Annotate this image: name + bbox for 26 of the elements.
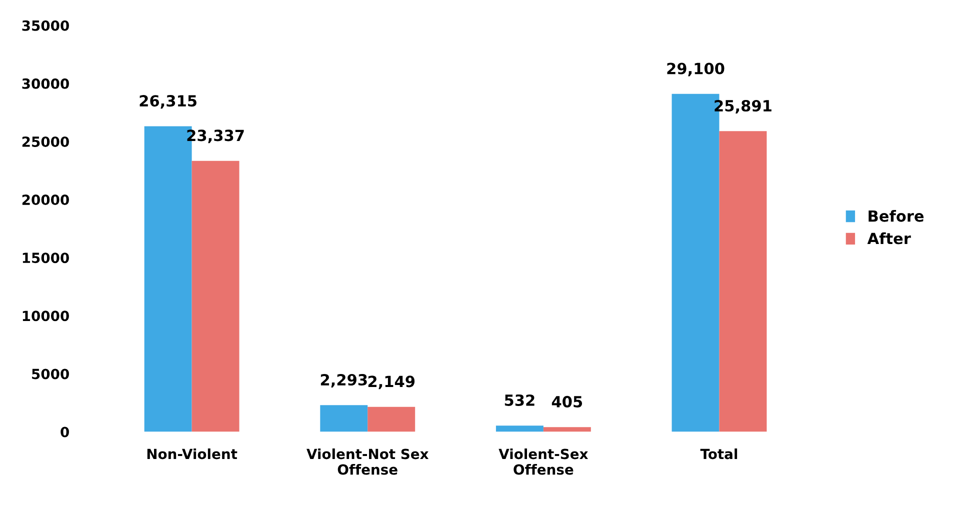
y-tick-label: 5000 — [32, 368, 69, 380]
data-label: 26,315 — [140, 95, 196, 109]
data-label: 29,100 — [667, 62, 724, 76]
y-tick-label: 10000 — [22, 310, 69, 322]
y-tick-label: 35000 — [22, 20, 69, 31]
legend-label: Before — [868, 210, 924, 222]
x-tick-label: Total — [700, 448, 738, 460]
y-tick-label: 30000 — [22, 78, 69, 89]
bar — [368, 406, 416, 432]
y-tick-label: 25000 — [22, 136, 69, 147]
bar — [320, 405, 368, 432]
data-label: 532 — [504, 394, 534, 406]
data-label: 2,293 — [320, 374, 367, 388]
x-tick-label: Violent-Sex Offense — [498, 448, 588, 475]
bar — [192, 160, 240, 432]
y-tick-label: 0 — [60, 426, 69, 438]
x-tick-label: Non-Violent — [147, 448, 238, 460]
y-tick-label: 15000 — [22, 252, 69, 264]
bar — [719, 131, 767, 432]
x-tick-label: Violent-Not Sex Offense — [306, 448, 429, 475]
y-tick-label: 20000 — [22, 194, 69, 206]
bar — [496, 426, 544, 432]
data-label: 2,149 — [368, 376, 415, 390]
legend-label: After — [867, 232, 911, 244]
bar — [543, 427, 591, 432]
data-label: 405 — [552, 396, 582, 408]
